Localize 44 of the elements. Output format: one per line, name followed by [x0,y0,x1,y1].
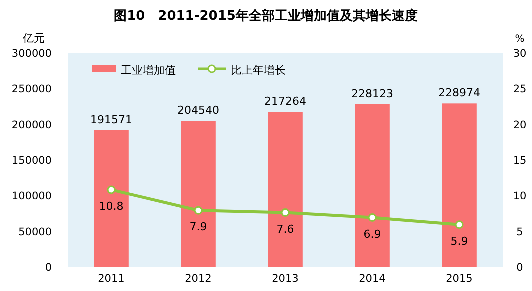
y-tick-label: 150000 [12,155,52,167]
point [455,220,464,230]
data-label: 10.8 [99,200,124,213]
y-tick-label: 250000 [12,84,52,96]
data-label: 228974 [438,86,480,100]
y2-tick-label: 25 [513,84,527,96]
data-label: 6.9 [364,228,382,241]
y2-axis-title: % [515,34,525,45]
data-label: 7.6 [276,222,294,236]
y2-tick-label: 5 [516,226,524,238]
data-label: 217264 [264,95,306,108]
x-tick-label: 2012 [185,273,212,285]
data-label: 228123 [352,87,394,100]
data-label: 204540 [178,104,220,118]
point [107,186,116,194]
x-tick-label: 2011 [98,273,125,285]
x-tick-label: 2014 [359,273,386,285]
bar [355,104,390,267]
x-tick-label: 2015 [446,273,473,285]
y-tick-label: 300000 [12,48,52,60]
y-tick-label: 0 [45,262,52,274]
bar [268,112,303,267]
legend-label: 工业增加值 [121,64,176,77]
point [194,206,203,215]
y-tick-label: 100000 [12,190,52,203]
chart-title: 图10 2011-2015年全部工业增加值及其增长速度 [114,8,418,24]
data-label: 191571 [90,113,132,126]
bar [94,130,129,267]
y2-tick-label: 0 [516,262,524,274]
data-label: 5.9 [450,234,468,248]
legend-label: 比上年增长 [231,64,286,77]
y2-tick-label: 10 [513,190,527,203]
bar [181,121,216,267]
y2-tick-label: 20 [513,119,527,132]
y-axis-title: 亿元 [22,32,45,45]
data-label: 7.9 [190,220,208,234]
bar [442,104,477,267]
point [368,214,377,222]
x-tick-label: 2013 [272,273,299,285]
y2-tick-label: 30 [513,48,527,60]
y-tick-label: 200000 [12,119,52,132]
point [281,208,290,218]
y-tick-label: 50000 [18,226,52,238]
y2-tick-label: 15 [513,155,527,167]
